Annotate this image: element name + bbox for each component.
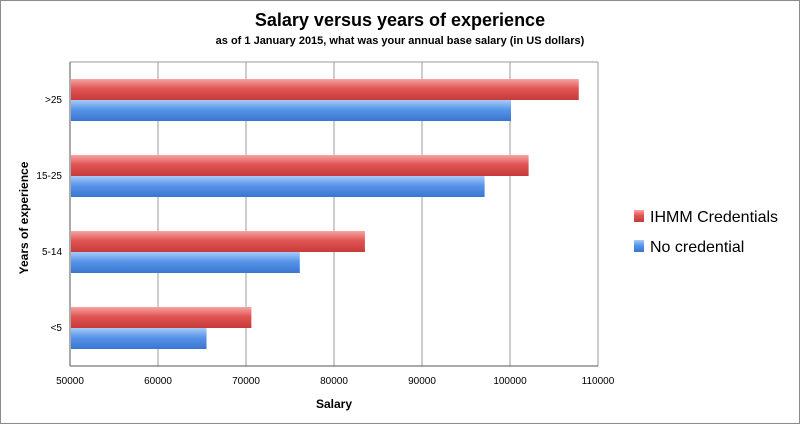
y-tick-label: <5 (51, 323, 63, 334)
bar-ihmm (71, 79, 579, 100)
y-axis-title: Years of experience (17, 161, 31, 274)
bar-no-credential (71, 328, 207, 349)
x-tick-label: 90000 (408, 376, 436, 387)
chart-title: Salary versus years of experience (254, 10, 546, 30)
bar-ihmm (71, 231, 365, 252)
x-tick-label: 50000 (56, 376, 84, 387)
y-tick-label: >25 (45, 95, 62, 106)
bar-ihmm (71, 155, 529, 176)
bar-ihmm (71, 307, 252, 328)
chart-subtitle: as of 1 January 2015, what was your annu… (215, 35, 585, 47)
bar-no-credential (71, 100, 511, 121)
y-tick-label: 5-14 (42, 247, 62, 258)
legend-label: IHMM Credentials (650, 209, 778, 226)
legend-swatch (634, 240, 644, 252)
bars (71, 79, 579, 349)
legend-swatch (634, 210, 644, 222)
axes: 50000 60000 70000 80000 90000 100000 110000 <5 5… (36, 62, 615, 387)
x-tick-label: 110000 (582, 376, 615, 387)
x-tick-label: 60000 (144, 376, 172, 387)
x-tick-label: 70000 (232, 376, 260, 387)
bar-no-credential (71, 176, 485, 197)
legend-label: No credential (650, 239, 744, 256)
x-tick-label: 100000 (493, 376, 527, 387)
legend: IHMM Credentials No credential (634, 209, 778, 256)
x-axis-title: Salary (316, 397, 352, 411)
bar-no-credential (71, 252, 300, 273)
y-tick-label: 15-25 (36, 171, 62, 182)
x-tick-label: 80000 (320, 376, 348, 387)
